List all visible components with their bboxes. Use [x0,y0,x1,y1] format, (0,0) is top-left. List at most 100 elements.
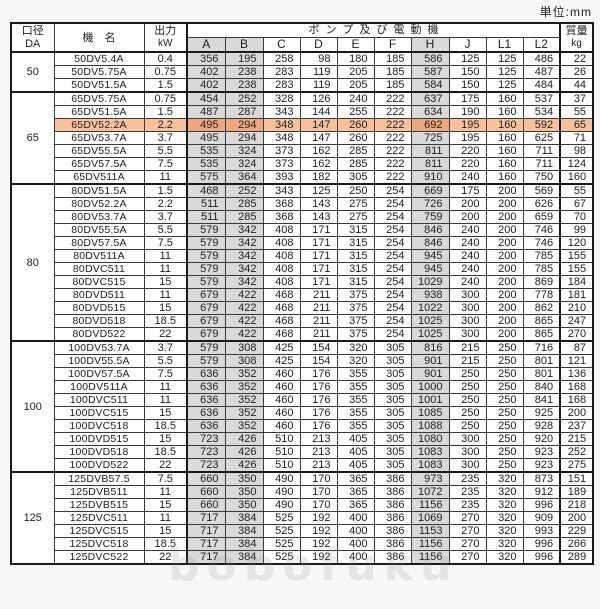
dim-A-cell: 636 [186,406,226,420]
table-row[interactable]: 100DVD522 22 723 426 510 213 405 305 1083 300 250 9… [11,458,594,473]
dim-E-cell: 315 [336,249,375,263]
table-row[interactable]: 80DV57.5A 7.5 579 342 408 171 315 254 846 240 200 7… [11,236,594,250]
dim-J-cell: 235 [448,485,487,499]
output-cell: 11 [143,288,188,302]
dim-C-cell: 468 [262,288,301,302]
dim-D-cell: 143 [299,210,338,224]
table-row[interactable]: 100DVC511 11 636 352 460 176 355 305 1001 250 250 8… [11,393,594,407]
dim-F-cell: 222 [373,144,412,158]
dim-C-cell: 425 [262,354,301,368]
dim-F-cell: 386 [373,511,412,525]
table-row[interactable]: 80DVD522 22 679 422 468 211 375 254 1025 300 200 86… [11,327,594,342]
mass-cell: 247 [559,314,594,328]
table-row[interactable]: 80DV53.7A 3.7 511 285 368 143 275 254 759 200 200 6… [11,210,594,224]
table-row[interactable]: 125 125DVB57.5 7.5 660 350 490 170 365 386 973 235… [10,471,594,565]
table-row[interactable]: 100DV511A 11 636 352 460 176 355 305 1000 250 250 8… [11,380,594,394]
dim-B-cell: 384 [224,511,264,525]
dim-E-cell: 275 [336,197,375,211]
dim-L2-cell: 869 [522,275,561,289]
table-row[interactable]: 80DVD515 15 679 422 468 211 375 254 1022 300 200 86… [11,301,594,315]
table-row[interactable]: 80DV511A 11 579 342 408 171 315 254 945 240 200 785… [11,249,594,263]
table-row[interactable]: 65DV55.5A 5.5 535 324 373 162 285 222 811 220 160 7… [11,144,594,158]
table-row[interactable]: 100DVD515 15 723 426 510 213 405 305 1080 300 250 9… [11,432,594,446]
table-row[interactable]: 125DVC522 22 717 384 525 192 400 386 1156 270 320 9… [11,550,594,565]
dim-H-cell: 669 [410,183,450,198]
dim-J-cell: 300 [448,432,487,446]
dim-D-cell: 126 [299,91,338,106]
dim-H-cell: 1156 [410,537,450,551]
mass-cell: 124 [559,157,594,171]
table-row[interactable]: 80 80DV51.5A 1.5 468 252 343 125 250 254 669 175 20… [10,183,594,342]
dim-E-cell: 365 [336,498,375,512]
table-row[interactable]: 80DV55.5A 5.5 579 342 408 171 315 254 846 240 200 7… [11,223,594,237]
dim-L2-cell: 841 [522,393,561,407]
table-row[interactable]: 65 65DV5.75A 0.75 454 252 328 126 240 222 637 175 1… [10,91,594,185]
dim-L1-cell: 200 [485,236,524,250]
dim-H-cell: 846 [410,236,450,250]
dim-J-cell: 240 [448,249,487,263]
dim-L1-cell: 125 [485,65,524,79]
dim-E-cell: 400 [336,537,375,551]
dim-D-cell: 211 [299,288,338,302]
col-header-output-unit: kW [158,38,173,49]
table-row[interactable]: 65DV53.7A 3.7 495 294 348 147 260 222 725 195 160 6… [11,131,594,145]
table-row[interactable]: 50DV51.5A 1.5 402 238 283 119 205 185 584 150 125 4… [11,78,594,93]
dim-A-cell: 723 [186,432,226,446]
table-row[interactable]: 100DV55.5A 5.5 579 308 425 154 320 305 901 215 250… [11,354,594,368]
dim-A-cell: 356 [186,51,226,66]
dim-L1-cell: 320 [485,485,524,499]
table-row[interactable]: 65DV51.5A 1.5 487 287 343 144 255 222 634 190 160 5… [11,105,594,119]
dim-B-cell: 285 [224,197,264,211]
dim-F-cell: 305 [373,393,412,407]
dim-L1-cell: 250 [485,445,524,459]
dim-A-cell: 636 [186,380,226,394]
table-row[interactable]: 100DVC515 15 636 352 460 176 355 305 1085 250 250 9… [11,406,594,420]
table-body: 50 50DV5.4A 0.4 356 195 258 98 180 185 586 125 125 4… [10,51,594,565]
output-cell: 7.5 [143,367,188,381]
dim-B-cell: 287 [224,105,264,119]
col-header-diameter-label: 口径 [21,24,44,37]
dim-H-cell: 586 [410,51,450,66]
model-cell: 80DVD515 [53,301,145,315]
dim-A-cell: 535 [186,144,226,158]
col-header-J: J [448,36,487,53]
table-row[interactable]: 100DVD518 18.5 723 426 510 213 405 305 1083 300 25… [11,445,594,459]
dim-C-cell: 283 [262,78,301,93]
dim-E-cell: 205 [336,65,375,79]
table-row[interactable]: 65DV511A 11 575 364 393 182 305 222 910 240 160 750… [11,170,594,185]
table-row[interactable]: 125DVB515 15 660 350 490 170 365 386 1156 235 320 9… [11,498,594,512]
table-row[interactable]: 100 100DV53.7A 3.7 579 308 425 154 320 305 816 215… [10,340,594,473]
table-row[interactable]: 125DVC518 18.5 717 384 525 192 400 386 1156 270 32… [11,537,594,551]
mass-cell: 168 [559,393,594,407]
table-row[interactable]: 80DV52.2A 2.2 511 285 368 143 275 254 726 200 200 6… [11,197,594,211]
dim-A-cell: 535 [186,157,226,171]
table-row[interactable]: 125DVB511 11 660 350 490 170 365 386 1072 235 320 9… [11,485,594,499]
dim-B-cell: 294 [224,118,264,132]
table-row-highlighted[interactable]: 65DV52.2A 2.2 495 294 348 147 260 222 692 195 160 5… [11,118,594,132]
dim-L1-cell: 250 [485,406,524,420]
table-row[interactable]: 80DVD518 18.5 679 422 468 211 375 254 1025 300 200… [11,314,594,328]
table-row[interactable]: 80DVC515 15 579 342 408 171 315 254 1029 240 200 86… [11,275,594,289]
table-row[interactable]: 100DVC518 18.5 636 352 460 176 355 305 1088 250 25… [11,419,594,433]
mass-cell: 55 [559,105,594,119]
table-row[interactable]: 50 50DV5.4A 0.4 356 195 258 98 180 185 586 125 125 4… [10,51,594,93]
table-row[interactable]: 100DV57.5A 7.5 636 352 460 176 355 305 901 250 250… [11,367,594,381]
output-cell: 15 [143,301,188,315]
dim-L1-cell: 200 [485,301,524,315]
dim-C-cell: 373 [262,144,301,158]
dim-F-cell: 222 [373,105,412,119]
table-row[interactable]: 80DVC511 11 579 342 408 171 315 254 945 240 200 785… [11,262,594,276]
dim-H-cell: 1153 [410,524,450,538]
table-row[interactable]: 125DVC515 15 717 384 525 192 400 386 1153 270 320 9… [11,524,594,538]
table-row[interactable]: 50DV5.75A 0.75 402 238 283 119 205 185 587 150 125… [11,65,594,79]
dim-A-cell: 495 [186,118,226,132]
dim-D-cell: 144 [299,105,338,119]
dim-H-cell: 910 [410,170,450,185]
table-row[interactable]: 125DVC511 11 717 384 525 192 400 386 1069 270 320 9… [11,511,594,525]
output-cell: 22 [143,458,188,473]
table-row[interactable]: 80DVD511 11 679 422 468 211 375 254 938 300 200 778… [11,288,594,302]
table-row[interactable]: 65DV57.5A 7.5 535 324 373 162 285 222 811 220 160 7… [11,157,594,171]
mass-cell: 160 [559,170,594,185]
dim-B-cell: 352 [224,380,264,394]
